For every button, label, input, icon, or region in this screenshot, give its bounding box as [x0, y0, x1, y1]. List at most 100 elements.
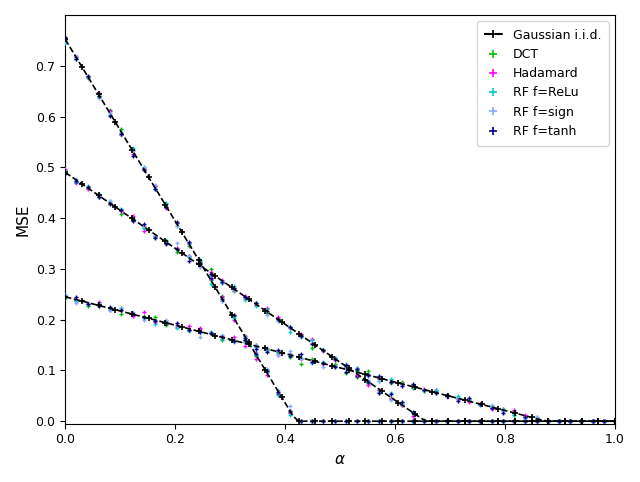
Point — [453, 417, 463, 425]
Point — [419, 417, 429, 425]
Point — [543, 417, 553, 425]
Point — [239, 293, 250, 301]
Point — [520, 417, 531, 425]
Point — [476, 401, 486, 408]
Point — [273, 391, 284, 399]
Point — [127, 215, 138, 223]
Point — [464, 417, 474, 425]
Point — [116, 130, 127, 138]
Point — [161, 203, 172, 211]
Point — [340, 417, 351, 425]
Point — [262, 367, 273, 375]
Point — [588, 417, 598, 425]
Point — [330, 354, 340, 362]
Point — [419, 417, 429, 425]
Point — [419, 417, 429, 425]
Point — [72, 299, 82, 307]
Point — [285, 352, 295, 360]
Point — [262, 307, 273, 315]
Point — [228, 336, 239, 344]
Point — [385, 375, 396, 383]
Point — [60, 39, 70, 46]
Point — [318, 417, 328, 425]
Point — [217, 279, 227, 287]
Point — [431, 417, 441, 425]
Point — [419, 387, 429, 394]
Point — [385, 417, 396, 425]
Point — [498, 417, 508, 425]
Point — [565, 417, 575, 425]
Point — [408, 412, 418, 420]
Point — [273, 389, 284, 397]
Point — [172, 219, 182, 227]
Point — [431, 387, 441, 394]
Point — [116, 207, 127, 214]
Point — [476, 417, 486, 425]
Point — [105, 107, 115, 115]
Point — [610, 417, 620, 425]
Point — [431, 417, 441, 425]
Point — [363, 377, 373, 385]
Point — [464, 417, 474, 425]
Point — [498, 405, 508, 413]
Point — [397, 382, 407, 389]
Point — [565, 417, 575, 425]
Point — [296, 417, 306, 425]
Point — [239, 292, 250, 299]
Point — [543, 417, 553, 425]
Point — [262, 368, 273, 376]
Point — [116, 205, 127, 213]
Point — [60, 293, 70, 301]
Point — [543, 417, 553, 425]
Point — [307, 335, 317, 343]
Point — [554, 417, 564, 425]
Point — [476, 417, 486, 425]
Point — [127, 216, 138, 224]
Point — [239, 338, 250, 346]
Point — [397, 380, 407, 388]
Point — [610, 417, 620, 425]
Point — [217, 279, 227, 287]
Point — [105, 307, 115, 314]
Point — [385, 377, 396, 385]
Point — [576, 417, 586, 425]
Point — [588, 417, 598, 425]
Point — [397, 380, 407, 388]
Point — [161, 204, 172, 212]
Point — [554, 417, 564, 425]
Point — [150, 234, 160, 242]
Point — [419, 417, 429, 425]
Point — [72, 177, 82, 185]
Point — [543, 417, 553, 425]
Point — [217, 278, 227, 285]
Point — [498, 417, 508, 425]
Point — [72, 297, 82, 305]
Point — [385, 390, 396, 398]
Point — [576, 417, 586, 425]
Point — [374, 377, 385, 385]
Point — [195, 264, 205, 271]
Point — [139, 163, 149, 171]
Point — [408, 417, 418, 425]
Point — [206, 280, 216, 288]
Point — [228, 286, 239, 294]
Point — [105, 199, 115, 206]
Point — [161, 319, 172, 327]
Point — [486, 404, 497, 412]
Point — [206, 265, 216, 273]
Point — [296, 333, 306, 340]
Point — [228, 338, 239, 346]
Point — [139, 220, 149, 228]
Point — [217, 335, 227, 343]
Point — [83, 301, 93, 308]
Point — [150, 320, 160, 327]
Point — [486, 417, 497, 425]
Point — [431, 417, 441, 425]
Point — [239, 334, 250, 342]
Point — [172, 245, 182, 253]
Point — [520, 417, 531, 425]
Point — [509, 409, 519, 416]
Point — [588, 417, 598, 425]
Point — [397, 400, 407, 408]
Point — [127, 145, 138, 152]
